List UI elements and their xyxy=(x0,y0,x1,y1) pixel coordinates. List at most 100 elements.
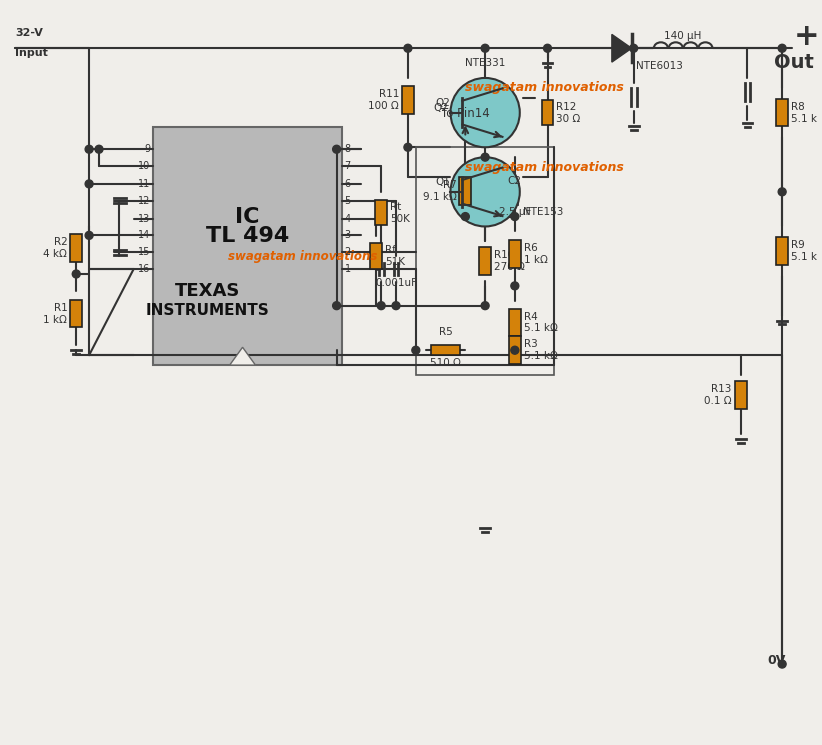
Text: 51K: 51K xyxy=(386,257,405,267)
Text: 510 Ω: 510 Ω xyxy=(430,358,461,368)
Text: 4 kΩ: 4 kΩ xyxy=(44,249,67,259)
Text: TL 494: TL 494 xyxy=(206,226,289,247)
Text: 5.1 kΩ: 5.1 kΩ xyxy=(524,323,557,334)
Text: R10: R10 xyxy=(494,250,515,260)
FancyBboxPatch shape xyxy=(154,127,342,365)
Circle shape xyxy=(510,282,519,290)
Circle shape xyxy=(630,44,638,52)
Circle shape xyxy=(461,212,469,221)
Text: 16: 16 xyxy=(138,264,150,274)
Circle shape xyxy=(778,44,786,52)
Circle shape xyxy=(543,44,552,52)
Text: R6: R6 xyxy=(524,244,538,253)
Text: NTE331: NTE331 xyxy=(465,58,506,68)
Text: 1 kΩ: 1 kΩ xyxy=(524,255,547,265)
Text: 5.1 k: 5.1 k xyxy=(791,252,817,262)
Text: R7: R7 xyxy=(443,180,456,190)
FancyBboxPatch shape xyxy=(509,308,521,336)
FancyBboxPatch shape xyxy=(370,244,382,269)
FancyBboxPatch shape xyxy=(509,241,521,268)
Text: 5: 5 xyxy=(375,263,381,273)
Text: 5: 5 xyxy=(344,196,351,206)
Text: IC: IC xyxy=(235,206,260,226)
Text: 140 μH: 140 μH xyxy=(664,31,702,41)
Text: R8: R8 xyxy=(791,101,805,112)
Text: 14: 14 xyxy=(138,230,150,241)
Text: 100 Ω: 100 Ω xyxy=(368,101,399,111)
Text: 5.1 k: 5.1 k xyxy=(791,113,817,124)
Text: 0V: 0V xyxy=(767,653,786,667)
Text: 8: 8 xyxy=(344,145,351,154)
Circle shape xyxy=(481,44,489,52)
Polygon shape xyxy=(229,347,256,365)
Text: swagatam innovations: swagatam innovations xyxy=(228,250,377,263)
Text: 10: 10 xyxy=(138,161,150,171)
Text: NTE153: NTE153 xyxy=(523,206,563,217)
Text: 9.1 kΩ: 9.1 kΩ xyxy=(423,191,456,202)
Text: Q1: Q1 xyxy=(436,177,450,187)
Text: 2.5 μF: 2.5 μF xyxy=(499,206,531,217)
Circle shape xyxy=(85,145,93,153)
Circle shape xyxy=(510,346,519,354)
Text: R2: R2 xyxy=(53,238,67,247)
Text: 1: 1 xyxy=(344,264,351,274)
Circle shape xyxy=(95,145,103,153)
Text: 0.001uF: 0.001uF xyxy=(375,278,417,288)
FancyBboxPatch shape xyxy=(459,177,471,205)
Text: 7: 7 xyxy=(344,161,351,171)
Text: 4: 4 xyxy=(344,214,351,223)
Text: INSTRUMENTS: INSTRUMENTS xyxy=(146,303,270,318)
Text: R11: R11 xyxy=(379,89,399,99)
Text: 2: 2 xyxy=(344,247,351,257)
FancyBboxPatch shape xyxy=(479,247,491,275)
FancyBboxPatch shape xyxy=(735,381,746,409)
Text: Rt: Rt xyxy=(390,202,401,212)
FancyBboxPatch shape xyxy=(509,336,521,364)
Text: 15: 15 xyxy=(138,247,150,257)
Circle shape xyxy=(481,153,489,161)
Text: 5.1 kΩ: 5.1 kΩ xyxy=(524,351,557,361)
Circle shape xyxy=(450,78,520,148)
Text: TEXAS: TEXAS xyxy=(175,282,241,299)
Text: 50K: 50K xyxy=(390,214,410,223)
Circle shape xyxy=(377,302,386,310)
FancyBboxPatch shape xyxy=(776,238,788,265)
Text: +: + xyxy=(794,22,820,51)
Text: Input: Input xyxy=(15,48,48,58)
Text: R9: R9 xyxy=(791,241,805,250)
Polygon shape xyxy=(612,34,631,62)
Circle shape xyxy=(778,660,786,668)
FancyBboxPatch shape xyxy=(71,235,82,262)
Circle shape xyxy=(412,346,420,354)
Text: 3: 3 xyxy=(344,230,351,241)
Text: 9: 9 xyxy=(145,145,150,154)
FancyBboxPatch shape xyxy=(776,99,788,127)
Circle shape xyxy=(333,302,340,310)
Text: 1 kΩ: 1 kΩ xyxy=(44,314,67,325)
Circle shape xyxy=(450,157,520,226)
Text: 32-V: 32-V xyxy=(15,28,43,38)
Text: 270 Ω: 270 Ω xyxy=(494,262,525,272)
Circle shape xyxy=(392,302,400,310)
Circle shape xyxy=(510,212,519,221)
Text: Q2: Q2 xyxy=(436,98,450,108)
Text: R12: R12 xyxy=(556,101,577,112)
Text: swagatam innovations: swagatam innovations xyxy=(465,161,624,174)
Text: 6: 6 xyxy=(344,179,351,189)
Text: 12: 12 xyxy=(138,196,150,206)
Circle shape xyxy=(85,232,93,239)
Circle shape xyxy=(85,180,93,188)
Text: NTE6013: NTE6013 xyxy=(635,61,682,71)
Text: Out: Out xyxy=(774,53,814,72)
Text: swagatam innovations: swagatam innovations xyxy=(465,81,624,95)
Text: 30 Ω: 30 Ω xyxy=(556,113,580,124)
Text: R3: R3 xyxy=(524,339,538,349)
Circle shape xyxy=(333,145,340,153)
Text: Q2: Q2 xyxy=(433,103,448,112)
Text: 13: 13 xyxy=(138,214,150,223)
Text: 11: 11 xyxy=(138,179,150,189)
Text: R5: R5 xyxy=(439,327,452,337)
Circle shape xyxy=(72,270,81,278)
FancyBboxPatch shape xyxy=(402,86,413,113)
Text: Rf: Rf xyxy=(386,245,396,256)
